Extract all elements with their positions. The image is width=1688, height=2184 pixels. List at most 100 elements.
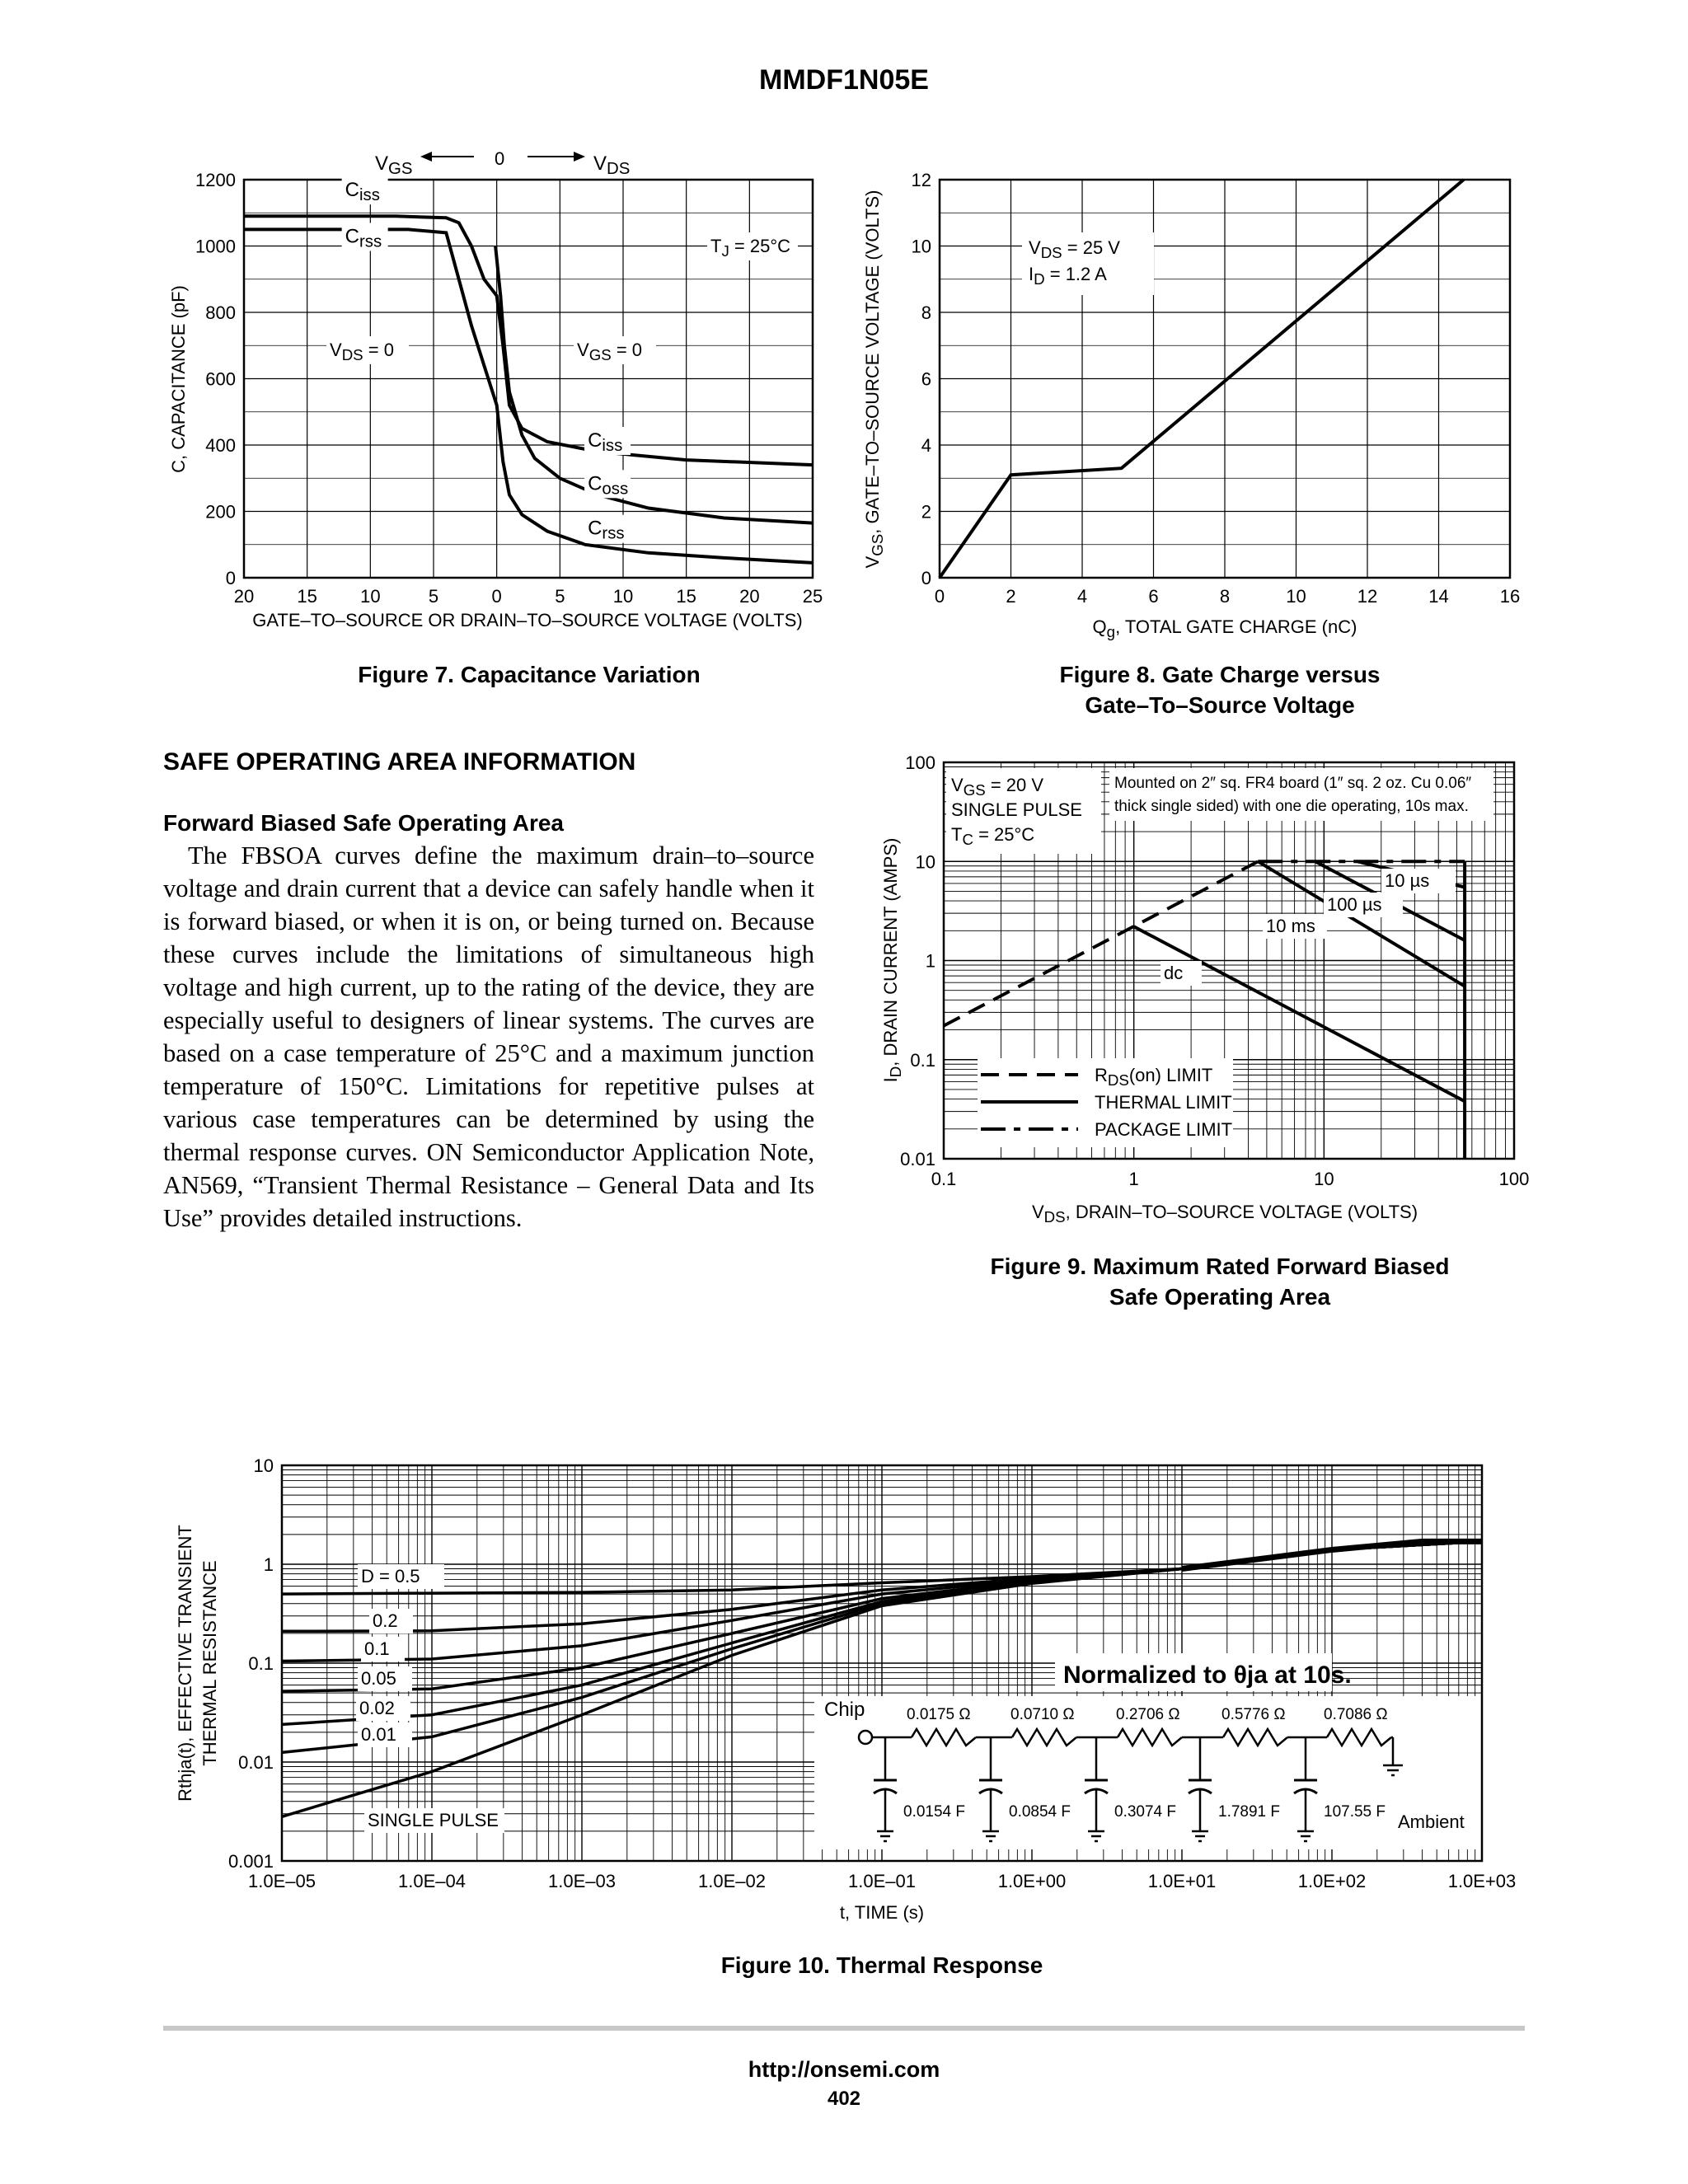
x-tick-label: 4	[1077, 586, 1087, 607]
y-tick-label: 6	[921, 369, 931, 390]
page-number: 402	[827, 2088, 861, 2110]
curve-label: SINGLE PULSE	[368, 1810, 499, 1830]
y-tick-label: 10	[254, 1455, 274, 1476]
figure-10-caption: Figure 10. Thermal Response	[720, 1952, 1043, 1978]
capacitor-value: 0.3074 F	[1114, 1803, 1176, 1821]
x-tick-label: 20	[234, 586, 254, 607]
legend-entry: PACKAGE LIMIT	[1095, 1119, 1232, 1140]
y-tick-label: 0.1	[248, 1653, 274, 1674]
x-tick-label: 100	[1499, 1169, 1530, 1189]
y-tick-label: 10	[912, 237, 931, 257]
y-axis-label-line2: THERMAL RESISTANCE	[199, 1560, 220, 1765]
legend-entry: THERMAL LIMIT	[1095, 1092, 1232, 1113]
normalized-annotation: Normalized to θja at 10s.	[1063, 1661, 1352, 1689]
capacitor-value: 107.55 F	[1324, 1803, 1386, 1821]
vds-zero-annotation: VDS = 0	[330, 340, 394, 363]
x-tick-label: 1.0E–04	[398, 1871, 466, 1891]
tc-annotation: TC = 25°C	[951, 824, 1034, 848]
single-pulse-annotation: SINGLE PULSE	[951, 799, 1082, 820]
curve-label: 0.05	[361, 1668, 396, 1689]
curve-label-coss: Coss	[588, 472, 628, 498]
footer-url[interactable]: http://onsemi.com	[748, 2057, 940, 2082]
resistor	[1325, 1727, 1392, 1748]
series-10-ms	[1257, 860, 1466, 988]
y-tick-label: 0.01	[900, 1149, 935, 1169]
mounting-note-line2: thick single sided) with one die operati…	[1114, 798, 1469, 815]
y-tick-label: 1000	[195, 237, 236, 257]
x-tick-label: 0.1	[931, 1169, 957, 1189]
x-tick-label: 5	[429, 586, 438, 607]
y-tick-label: 8	[921, 302, 931, 323]
y-axis-label-line1: Rthja(t), EFFECTIVE TRANSIENT	[175, 1525, 195, 1802]
y-tick-label: 10	[916, 851, 935, 872]
y-tick-label: 2	[921, 502, 931, 523]
resistor	[1010, 1727, 1077, 1748]
series-rds-on-limit	[943, 860, 1259, 1028]
x-tick-label: 1.0E–02	[698, 1871, 766, 1891]
y-tick-label: 1	[264, 1554, 274, 1575]
y-axis-label: VGS, GATE–TO–SOURCE VOLTAGE (VOLTS)	[862, 190, 886, 569]
x-tick-label: 10	[613, 586, 633, 607]
x-tick-label: 14	[1428, 586, 1448, 607]
y-tick-label: 600	[205, 369, 236, 390]
top-label-vds: VDS	[593, 152, 630, 178]
section-paragraph: The FBSOA curves define the maximum drai…	[163, 841, 814, 1232]
series-dc	[1132, 925, 1466, 1104]
resistor-value: 0.5776 Ω	[1221, 1706, 1286, 1723]
series-gate-charge	[938, 178, 1465, 579]
curve-label: 10 ms	[1266, 916, 1315, 936]
gate-charge-chart: 0 2 4 6 8 10 12 14 16 0 2 4 6 8 10 12 VDS = 25 V ID = 1…	[862, 170, 1520, 640]
capacitance-chart: 20 15 10 5 0 5 10 15 20 25 0 200 400 600 800 1000 1200 V…	[168, 148, 823, 630]
y-tick-label: 100	[905, 752, 935, 773]
tj-annotation: TJ = 25°C	[710, 236, 790, 260]
resistor-value: 0.0710 Ω	[1010, 1706, 1075, 1723]
curve-label-ciss: Ciss	[588, 429, 622, 455]
x-tick-label: 16	[1500, 586, 1520, 607]
x-tick-label: 8	[1220, 586, 1230, 607]
x-tick-label: 15	[297, 586, 316, 607]
top-axis-labels: VGS 0 VDS	[375, 148, 630, 178]
section-title: SAFE OPERATING AREA INFORMATION	[163, 748, 636, 776]
curve-label: 0.02	[359, 1698, 395, 1718]
x-tick-label: 6	[1148, 586, 1158, 607]
section-subtitle: Forward Biased Safe Operating Area	[163, 810, 564, 836]
y-tick-label: 0.1	[910, 1050, 935, 1071]
y-tick-label: 1	[926, 951, 935, 972]
capacitor-value: 0.0154 F	[903, 1803, 965, 1821]
x-tick-label: 15	[676, 586, 696, 607]
y-tick-label: 1200	[195, 170, 236, 190]
resistor	[1221, 1727, 1288, 1748]
y-tick-label: 0.01	[238, 1752, 274, 1773]
resistor	[910, 1727, 977, 1748]
y-tick-label: 0	[921, 568, 931, 588]
x-tick-label: 5	[555, 586, 565, 607]
series-crss	[244, 227, 814, 565]
vds-annotation: VDS = 25 V	[1029, 237, 1120, 261]
resistor-value: 0.2706 Ω	[1116, 1706, 1180, 1723]
y-tick-label: 12	[912, 170, 931, 190]
x-axis-label: VDS, DRAIN–TO–SOURCE VOLTAGE (VOLTS)	[1032, 1202, 1418, 1226]
resistor-value: 0.7086 Ω	[1324, 1706, 1388, 1723]
top-label-vgs: VGS	[375, 152, 412, 178]
footer-divider	[163, 2026, 1525, 2031]
id-annotation: ID = 1.2 A	[1029, 264, 1107, 288]
curve-label: D = 0.5	[361, 1566, 420, 1586]
curve-label: 0.2	[373, 1610, 398, 1631]
resistor-value: 0.0175 Ω	[907, 1706, 971, 1723]
curve-label: 10 µs	[1385, 870, 1429, 891]
capacitor-value: 1.7891 F	[1218, 1803, 1280, 1821]
curve-label-crss: Crss	[345, 225, 382, 251]
x-tick-label: 25	[803, 586, 823, 607]
vgs-annotation: VGS = 20 V	[951, 775, 1043, 799]
x-tick-label: 0	[492, 586, 502, 607]
plot-frame	[242, 178, 814, 579]
y-tick-label: 400	[205, 435, 236, 456]
y-tick-label: 800	[205, 302, 236, 323]
x-tick-label: 1	[1129, 1169, 1139, 1189]
x-tick-label: 1.0E+00	[998, 1871, 1067, 1891]
series-coss	[494, 246, 814, 525]
x-tick-label: 2	[1006, 586, 1015, 607]
rc-end-label: Ambient	[1398, 1811, 1465, 1832]
top-label-zero: 0	[495, 148, 504, 169]
y-tick-label: 0.001	[228, 1851, 274, 1872]
